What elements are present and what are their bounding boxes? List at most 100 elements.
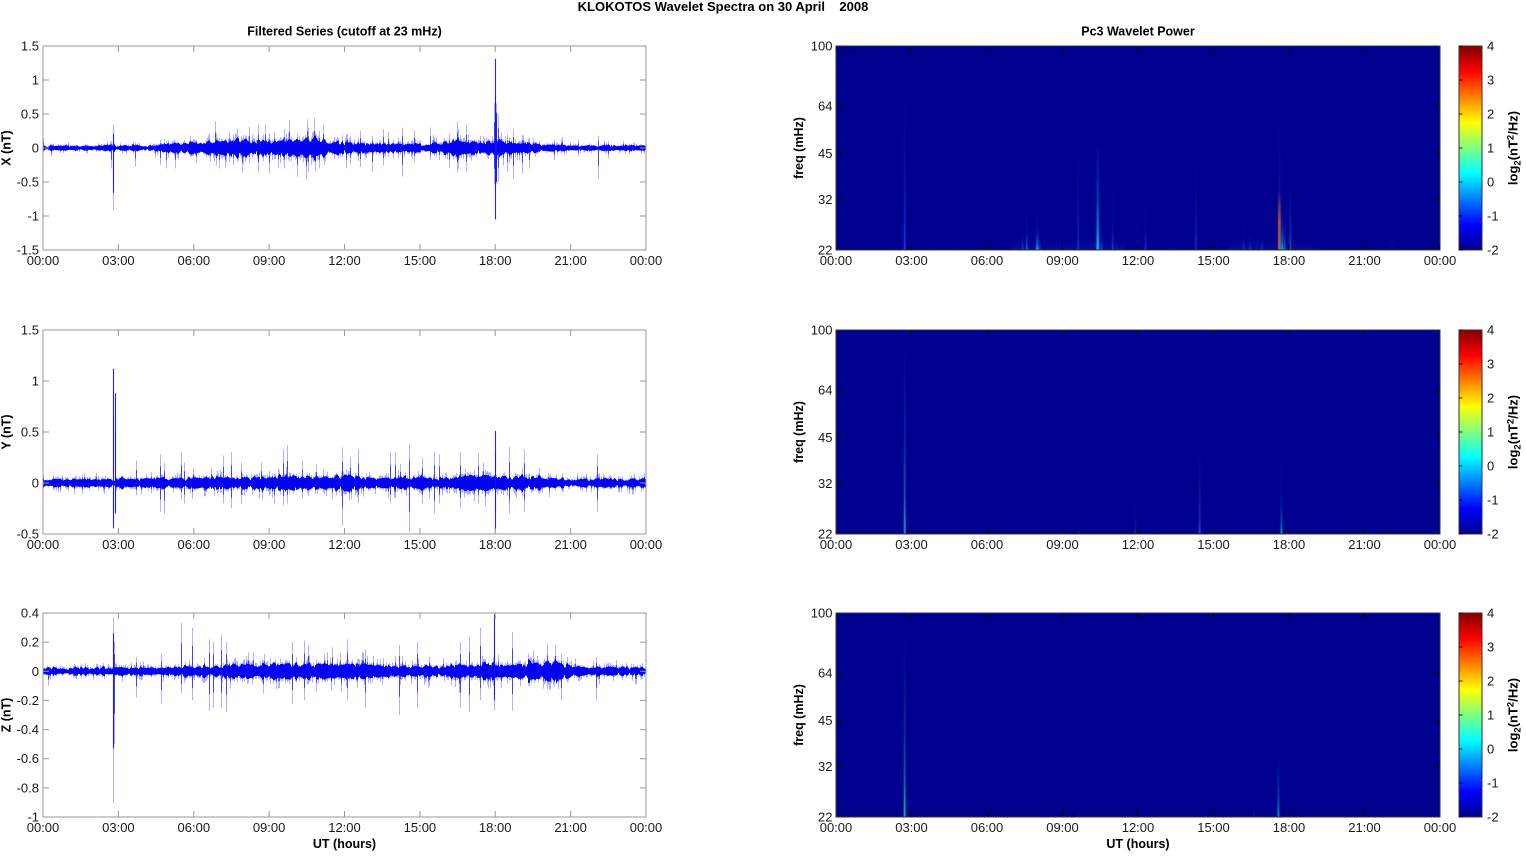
svg-text:log2(nT2/Hz): log2(nT2/Hz) [1505,678,1524,752]
svg-text:freq (mHz): freq (mHz) [792,117,806,179]
svg-text:12:00: 12:00 [1122,537,1155,552]
svg-text:22: 22 [818,810,832,825]
svg-text:09:00: 09:00 [1046,253,1079,268]
svg-text:2: 2 [1487,391,1494,406]
svg-text:3: 3 [1487,640,1494,655]
svg-text:1: 1 [32,374,39,389]
svg-text:00:00: 00:00 [630,820,663,835]
svg-text:1.5: 1.5 [21,323,39,338]
svg-text:18:00: 18:00 [479,820,512,835]
svg-text:21:00: 21:00 [554,253,587,268]
svg-text:0: 0 [32,476,39,491]
svg-text:21:00: 21:00 [1348,537,1381,552]
svg-text:4: 4 [1487,606,1494,621]
svg-text:45: 45 [818,146,832,161]
svg-text:22: 22 [818,527,832,542]
svg-text:06:00: 06:00 [971,537,1004,552]
svg-text:0: 0 [1487,175,1494,190]
svg-text:15:00: 15:00 [404,537,437,552]
svg-text:1: 1 [1487,708,1494,723]
svg-text:18:00: 18:00 [479,537,512,552]
svg-text:0.5: 0.5 [21,107,39,122]
svg-text:06:00: 06:00 [178,820,211,835]
svg-text:15:00: 15:00 [1197,537,1230,552]
svg-text:32: 32 [818,476,832,491]
svg-text:-0.5: -0.5 [17,527,39,542]
svg-text:KLOKOTOS Wavelet Spectra on 30: KLOKOTOS Wavelet Spectra on 30 April 200… [578,0,869,14]
svg-text:-1.5: -1.5 [17,243,39,258]
svg-text:15:00: 15:00 [404,820,437,835]
svg-text:2: 2 [1487,107,1494,122]
svg-text:1: 1 [32,73,39,88]
svg-text:00:00: 00:00 [1424,820,1457,835]
svg-text:09:00: 09:00 [1046,820,1079,835]
svg-text:0.2: 0.2 [21,635,39,650]
svg-text:12:00: 12:00 [328,253,361,268]
svg-text:-0.6: -0.6 [17,751,39,766]
svg-text:2: 2 [1487,674,1494,689]
svg-text:0: 0 [1487,742,1494,757]
svg-text:45: 45 [818,430,832,445]
svg-text:03:00: 03:00 [102,537,135,552]
svg-text:1: 1 [1487,425,1494,440]
svg-text:18:00: 18:00 [1273,537,1306,552]
svg-text:03:00: 03:00 [102,253,135,268]
svg-text:-0.5: -0.5 [17,175,39,190]
svg-text:100: 100 [811,39,833,54]
svg-text:45: 45 [818,713,832,728]
svg-text:12:00: 12:00 [1122,253,1155,268]
svg-text:03:00: 03:00 [102,820,135,835]
svg-text:64: 64 [818,666,832,681]
svg-text:1.5: 1.5 [21,39,39,54]
svg-text:09:00: 09:00 [253,820,286,835]
svg-text:18:00: 18:00 [479,253,512,268]
svg-text:06:00: 06:00 [178,253,211,268]
svg-text:log2(nT2/Hz): log2(nT2/Hz) [1505,395,1524,469]
svg-text:00:00: 00:00 [27,253,60,268]
svg-text:32: 32 [818,192,832,207]
svg-text:Filtered Series (cutoff at 23: Filtered Series (cutoff at 23 mHz) [247,25,442,39]
svg-text:64: 64 [818,383,832,398]
svg-text:22: 22 [818,243,832,258]
svg-text:0: 0 [32,141,39,156]
svg-text:03:00: 03:00 [895,253,928,268]
svg-text:06:00: 06:00 [178,537,211,552]
svg-text:Pc3 Wavelet Power: Pc3 Wavelet Power [1081,25,1195,39]
svg-text:00:00: 00:00 [27,820,60,835]
svg-text:-1: -1 [1487,209,1499,224]
svg-text:-1: -1 [1487,776,1499,791]
svg-text:-2: -2 [1487,243,1499,258]
svg-text:3: 3 [1487,73,1494,88]
svg-text:Z (nT): Z (nT) [0,698,14,733]
svg-text:09:00: 09:00 [253,537,286,552]
svg-text:06:00: 06:00 [971,253,1004,268]
svg-text:Y (nT): Y (nT) [0,414,14,449]
svg-text:100: 100 [811,323,833,338]
svg-text:-0.4: -0.4 [17,722,39,737]
svg-text:1: 1 [1487,141,1494,156]
svg-text:12:00: 12:00 [1122,820,1155,835]
svg-text:00:00: 00:00 [820,253,853,268]
svg-text:00:00: 00:00 [27,537,60,552]
svg-text:06:00: 06:00 [971,820,1004,835]
svg-text:00:00: 00:00 [1424,537,1457,552]
svg-text:-0.8: -0.8 [17,780,39,795]
svg-text:4: 4 [1487,39,1494,54]
svg-text:09:00: 09:00 [253,253,286,268]
svg-text:00:00: 00:00 [820,820,853,835]
svg-text:0: 0 [32,664,39,679]
svg-text:18:00: 18:00 [1273,820,1306,835]
svg-text:-0.2: -0.2 [17,693,39,708]
svg-text:21:00: 21:00 [554,537,587,552]
svg-text:00:00: 00:00 [630,537,663,552]
svg-text:-2: -2 [1487,810,1499,825]
svg-text:00:00: 00:00 [630,253,663,268]
svg-text:64: 64 [818,99,832,114]
svg-text:-2: -2 [1487,527,1499,542]
svg-text:21:00: 21:00 [554,820,587,835]
svg-text:12:00: 12:00 [328,820,361,835]
svg-text:freq (mHz): freq (mHz) [792,401,806,463]
svg-text:00:00: 00:00 [1424,253,1457,268]
svg-text:-1: -1 [27,209,39,224]
svg-text:freq (mHz): freq (mHz) [792,684,806,746]
